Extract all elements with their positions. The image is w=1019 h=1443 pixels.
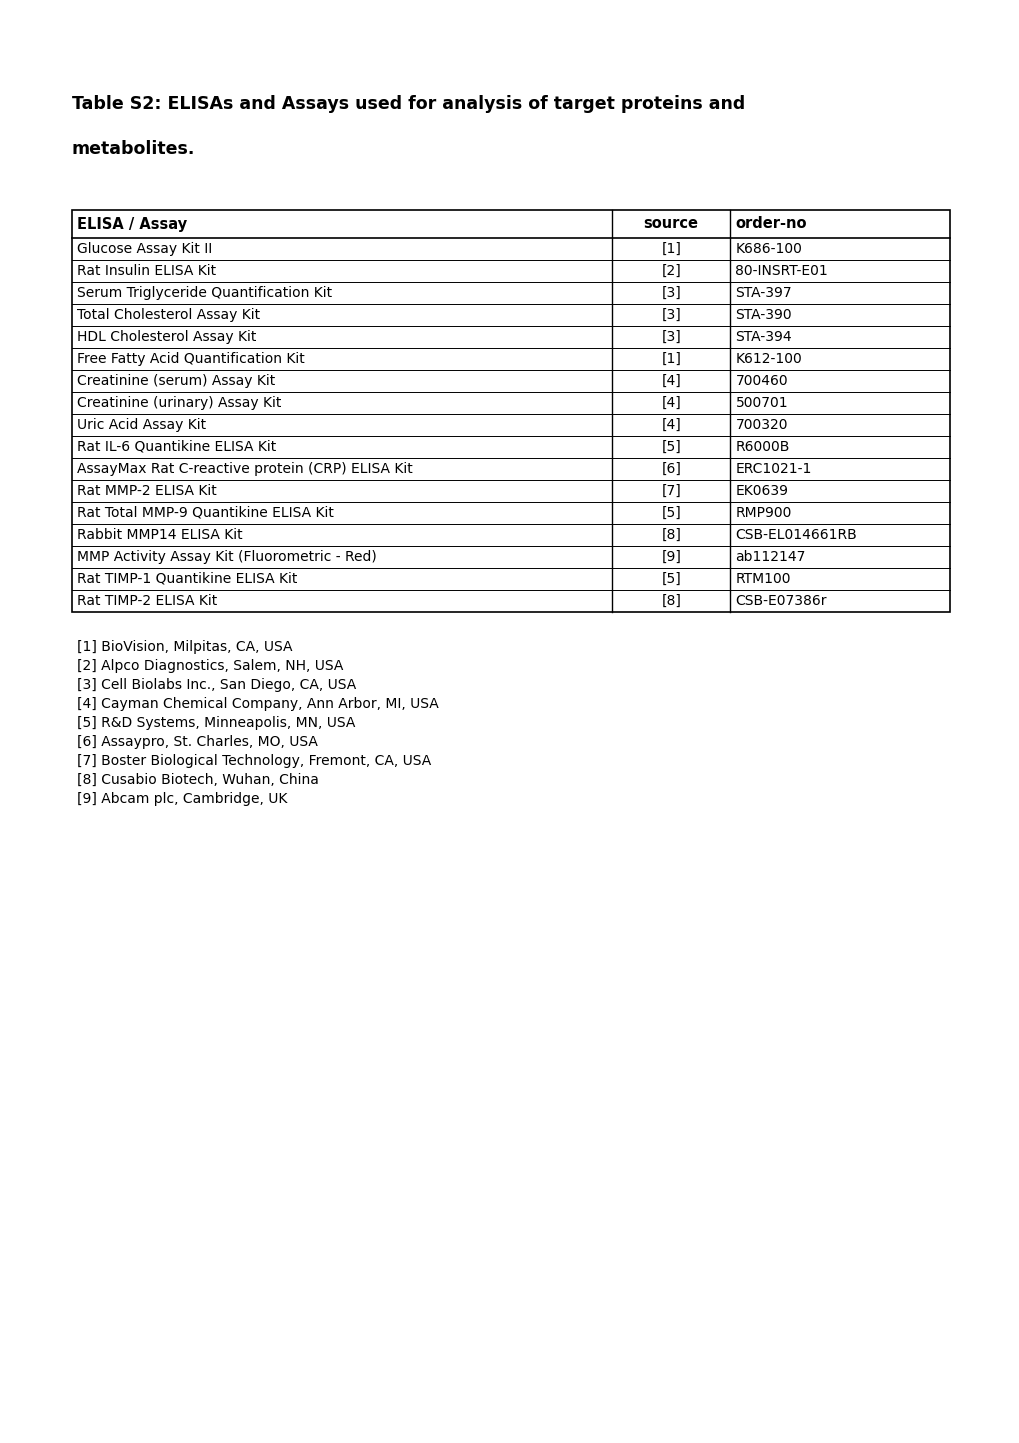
Text: [3]: [3]	[660, 286, 681, 300]
Text: [9] Abcam plc, Cambridge, UK: [9] Abcam plc, Cambridge, UK	[76, 792, 287, 807]
Text: R6000B: R6000B	[735, 440, 789, 455]
Text: Rat IL-6 Quantikine ELISA Kit: Rat IL-6 Quantikine ELISA Kit	[76, 440, 276, 455]
Text: source: source	[643, 216, 698, 231]
Text: 500701: 500701	[735, 395, 788, 410]
Text: [5] R&D Systems, Minneapolis, MN, USA: [5] R&D Systems, Minneapolis, MN, USA	[76, 716, 355, 730]
Text: [7]: [7]	[660, 483, 681, 498]
Text: RTM100: RTM100	[735, 571, 790, 586]
Text: STA-394: STA-394	[735, 330, 792, 343]
Text: EK0639: EK0639	[735, 483, 788, 498]
Text: metabolites.: metabolites.	[72, 140, 196, 157]
Text: ab112147: ab112147	[735, 550, 805, 564]
Text: [6] Assaypro, St. Charles, MO, USA: [6] Assaypro, St. Charles, MO, USA	[76, 734, 318, 749]
Text: [3]: [3]	[660, 330, 681, 343]
Text: K612-100: K612-100	[735, 352, 802, 367]
Text: HDL Cholesterol Assay Kit: HDL Cholesterol Assay Kit	[76, 330, 256, 343]
Text: ERC1021-1: ERC1021-1	[735, 462, 811, 476]
Text: Rabbit MMP14 ELISA Kit: Rabbit MMP14 ELISA Kit	[76, 528, 243, 543]
Text: ELISA / Assay: ELISA / Assay	[76, 216, 186, 231]
Text: 700320: 700320	[735, 418, 788, 431]
Text: [4]: [4]	[660, 395, 681, 410]
Text: Free Fatty Acid Quantification Kit: Free Fatty Acid Quantification Kit	[76, 352, 305, 367]
Text: Rat Total MMP-9 Quantikine ELISA Kit: Rat Total MMP-9 Quantikine ELISA Kit	[76, 506, 333, 519]
Text: Total Cholesterol Assay Kit: Total Cholesterol Assay Kit	[76, 307, 260, 322]
Text: Rat TIMP-2 ELISA Kit: Rat TIMP-2 ELISA Kit	[76, 595, 217, 608]
Text: [5]: [5]	[660, 506, 681, 519]
Text: [1]: [1]	[660, 352, 681, 367]
Text: [3]: [3]	[660, 307, 681, 322]
Text: [9]: [9]	[660, 550, 681, 564]
Text: [4]: [4]	[660, 418, 681, 431]
Text: [1] BioVision, Milpitas, CA, USA: [1] BioVision, Milpitas, CA, USA	[76, 641, 292, 654]
Text: MMP Activity Assay Kit (Fluorometric - Red): MMP Activity Assay Kit (Fluorometric - R…	[76, 550, 376, 564]
Text: Uric Acid Assay Kit: Uric Acid Assay Kit	[76, 418, 206, 431]
Text: K686-100: K686-100	[735, 242, 802, 255]
Text: Creatinine (serum) Assay Kit: Creatinine (serum) Assay Kit	[76, 374, 275, 388]
Text: [2] Alpco Diagnostics, Salem, NH, USA: [2] Alpco Diagnostics, Salem, NH, USA	[76, 659, 343, 672]
Text: order-no: order-no	[735, 216, 806, 231]
Text: STA-390: STA-390	[735, 307, 792, 322]
Text: [1]: [1]	[660, 242, 681, 255]
Text: Glucose Assay Kit II: Glucose Assay Kit II	[76, 242, 212, 255]
Text: [4] Cayman Chemical Company, Ann Arbor, MI, USA: [4] Cayman Chemical Company, Ann Arbor, …	[76, 697, 438, 711]
Text: Serum Triglyceride Quantification Kit: Serum Triglyceride Quantification Kit	[76, 286, 332, 300]
Text: [5]: [5]	[660, 571, 681, 586]
Text: RMP900: RMP900	[735, 506, 791, 519]
Text: AssayMax Rat C-reactive protein (CRP) ELISA Kit: AssayMax Rat C-reactive protein (CRP) EL…	[76, 462, 413, 476]
Text: [6]: [6]	[660, 462, 681, 476]
Text: [3] Cell Biolabs Inc., San Diego, CA, USA: [3] Cell Biolabs Inc., San Diego, CA, US…	[76, 678, 356, 693]
Text: Rat TIMP-1 Quantikine ELISA Kit: Rat TIMP-1 Quantikine ELISA Kit	[76, 571, 298, 586]
Text: CSB-EL014661RB: CSB-EL014661RB	[735, 528, 856, 543]
Text: [7] Boster Biological Technology, Fremont, CA, USA: [7] Boster Biological Technology, Fremon…	[76, 755, 431, 768]
Text: Creatinine (urinary) Assay Kit: Creatinine (urinary) Assay Kit	[76, 395, 281, 410]
Text: Rat Insulin ELISA Kit: Rat Insulin ELISA Kit	[76, 264, 216, 278]
Text: [5]: [5]	[660, 440, 681, 455]
Bar	[72, 211, 949, 612]
Text: [8] Cusabio Biotech, Wuhan, China: [8] Cusabio Biotech, Wuhan, China	[76, 773, 319, 786]
Text: 80-INSRT-E01: 80-INSRT-E01	[735, 264, 827, 278]
Text: [8]: [8]	[660, 528, 681, 543]
Text: [4]: [4]	[660, 374, 681, 388]
Text: Rat MMP-2 ELISA Kit: Rat MMP-2 ELISA Kit	[76, 483, 217, 498]
Text: STA-397: STA-397	[735, 286, 792, 300]
Text: CSB-E07386r: CSB-E07386r	[735, 595, 826, 608]
Text: [8]: [8]	[660, 595, 681, 608]
Text: Table S2: ELISAs and Assays used for analysis of target proteins and: Table S2: ELISAs and Assays used for ana…	[72, 95, 745, 113]
Text: [2]: [2]	[660, 264, 681, 278]
Text: 700460: 700460	[735, 374, 788, 388]
